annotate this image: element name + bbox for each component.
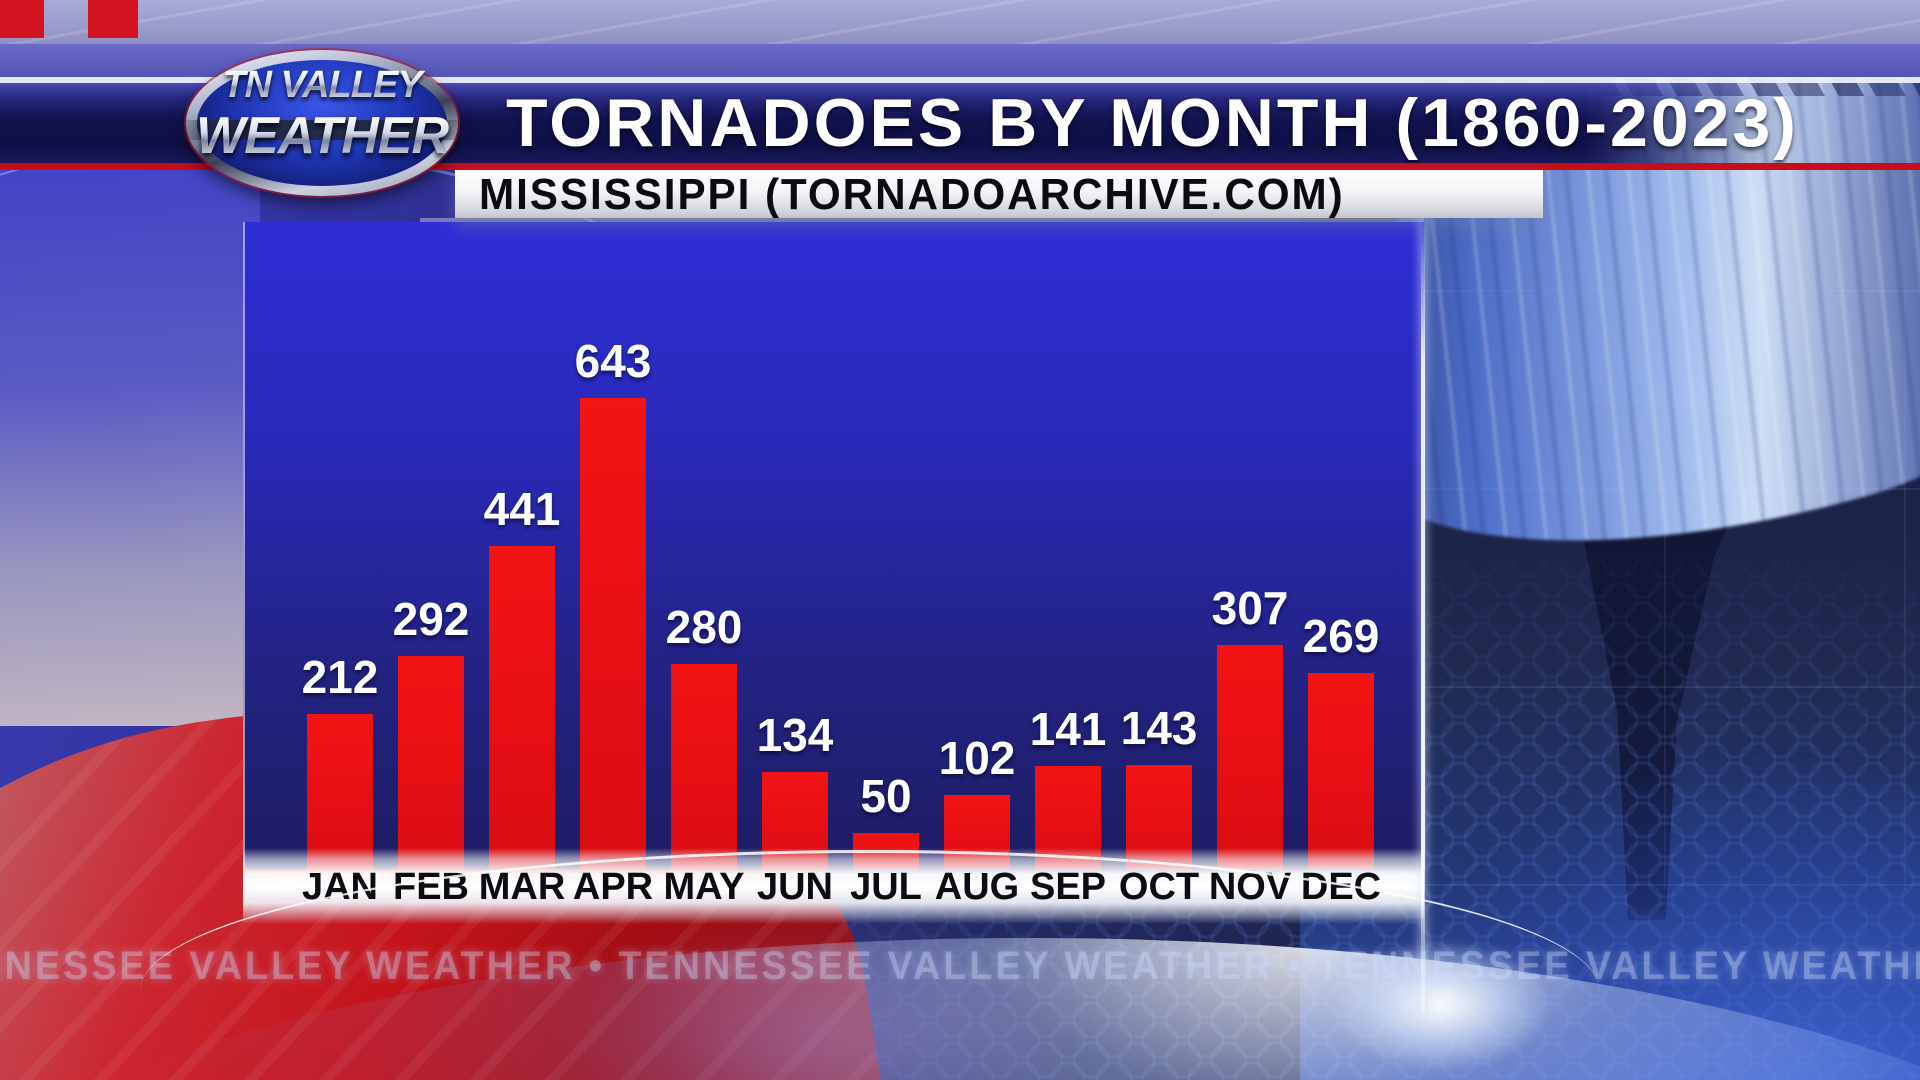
axis-strip-arc-line (140, 850, 1600, 1080)
logo-text-line1: TN VALLEY (186, 64, 458, 107)
bar-slot: 143 (1121, 701, 1197, 870)
logo-dark-band (178, 120, 466, 140)
bar-value-label: 643 (574, 335, 652, 387)
page-title: TORNADOES BY MONTH (1860-2023) (506, 85, 1799, 161)
bar-slot: 134 (757, 708, 833, 870)
bar-value-label: 134 (756, 709, 834, 761)
background-left-blue (0, 166, 260, 726)
bar-slot: 102 (939, 731, 1015, 870)
bar-slot: 269 (1303, 609, 1379, 870)
bar-value-label: 280 (665, 601, 743, 653)
bar (489, 546, 555, 870)
bar-slot: 441 (484, 482, 560, 870)
bar-slot: 280 (666, 600, 742, 870)
header-red-line (0, 163, 1920, 170)
station-logo: TN VALLEY WEATHER (178, 50, 466, 196)
bar-slot: 643 (575, 334, 651, 870)
top-left-red-chip (88, 0, 138, 38)
bar (580, 398, 646, 870)
bar-value-label: 102 (938, 732, 1016, 784)
subtitle-bar: MISSISSIPPI (TORNADOARCHIVE.COM) (455, 170, 1543, 219)
bar (671, 664, 737, 870)
logo-text-line2: WEATHER (166, 106, 478, 166)
chart-subtitle: MISSISSIPPI (TORNADOARCHIVE.COM) (479, 170, 1345, 219)
bar-value-label: 141 (1029, 703, 1107, 755)
bar-value-label: 307 (1211, 582, 1289, 634)
bar-value-label: 212 (301, 651, 379, 703)
header-white-line (0, 77, 1920, 83)
bar-value-label: 269 (1302, 610, 1380, 662)
bar-value-label: 143 (1120, 702, 1198, 754)
bar-slot: 292 (393, 592, 469, 870)
bar-slot: 307 (1212, 581, 1288, 870)
bar (398, 656, 464, 870)
bar (1217, 645, 1283, 870)
bar-value-label: 292 (392, 593, 470, 645)
chart-plot-area: 212 292 441 643 280 134 50 102 141 143 307 269 (243, 222, 1424, 870)
top-left-red-chip (0, 0, 44, 38)
bar-slot: 141 (1030, 702, 1106, 870)
bar-value-label: 50 (860, 770, 912, 822)
bar (307, 714, 373, 870)
panel-right-edge-line (1421, 214, 1425, 1014)
bar-value-label: 441 (483, 483, 561, 535)
header-top-strip (0, 0, 1920, 44)
bar (1308, 673, 1374, 870)
bar-slot: 212 (302, 650, 378, 870)
